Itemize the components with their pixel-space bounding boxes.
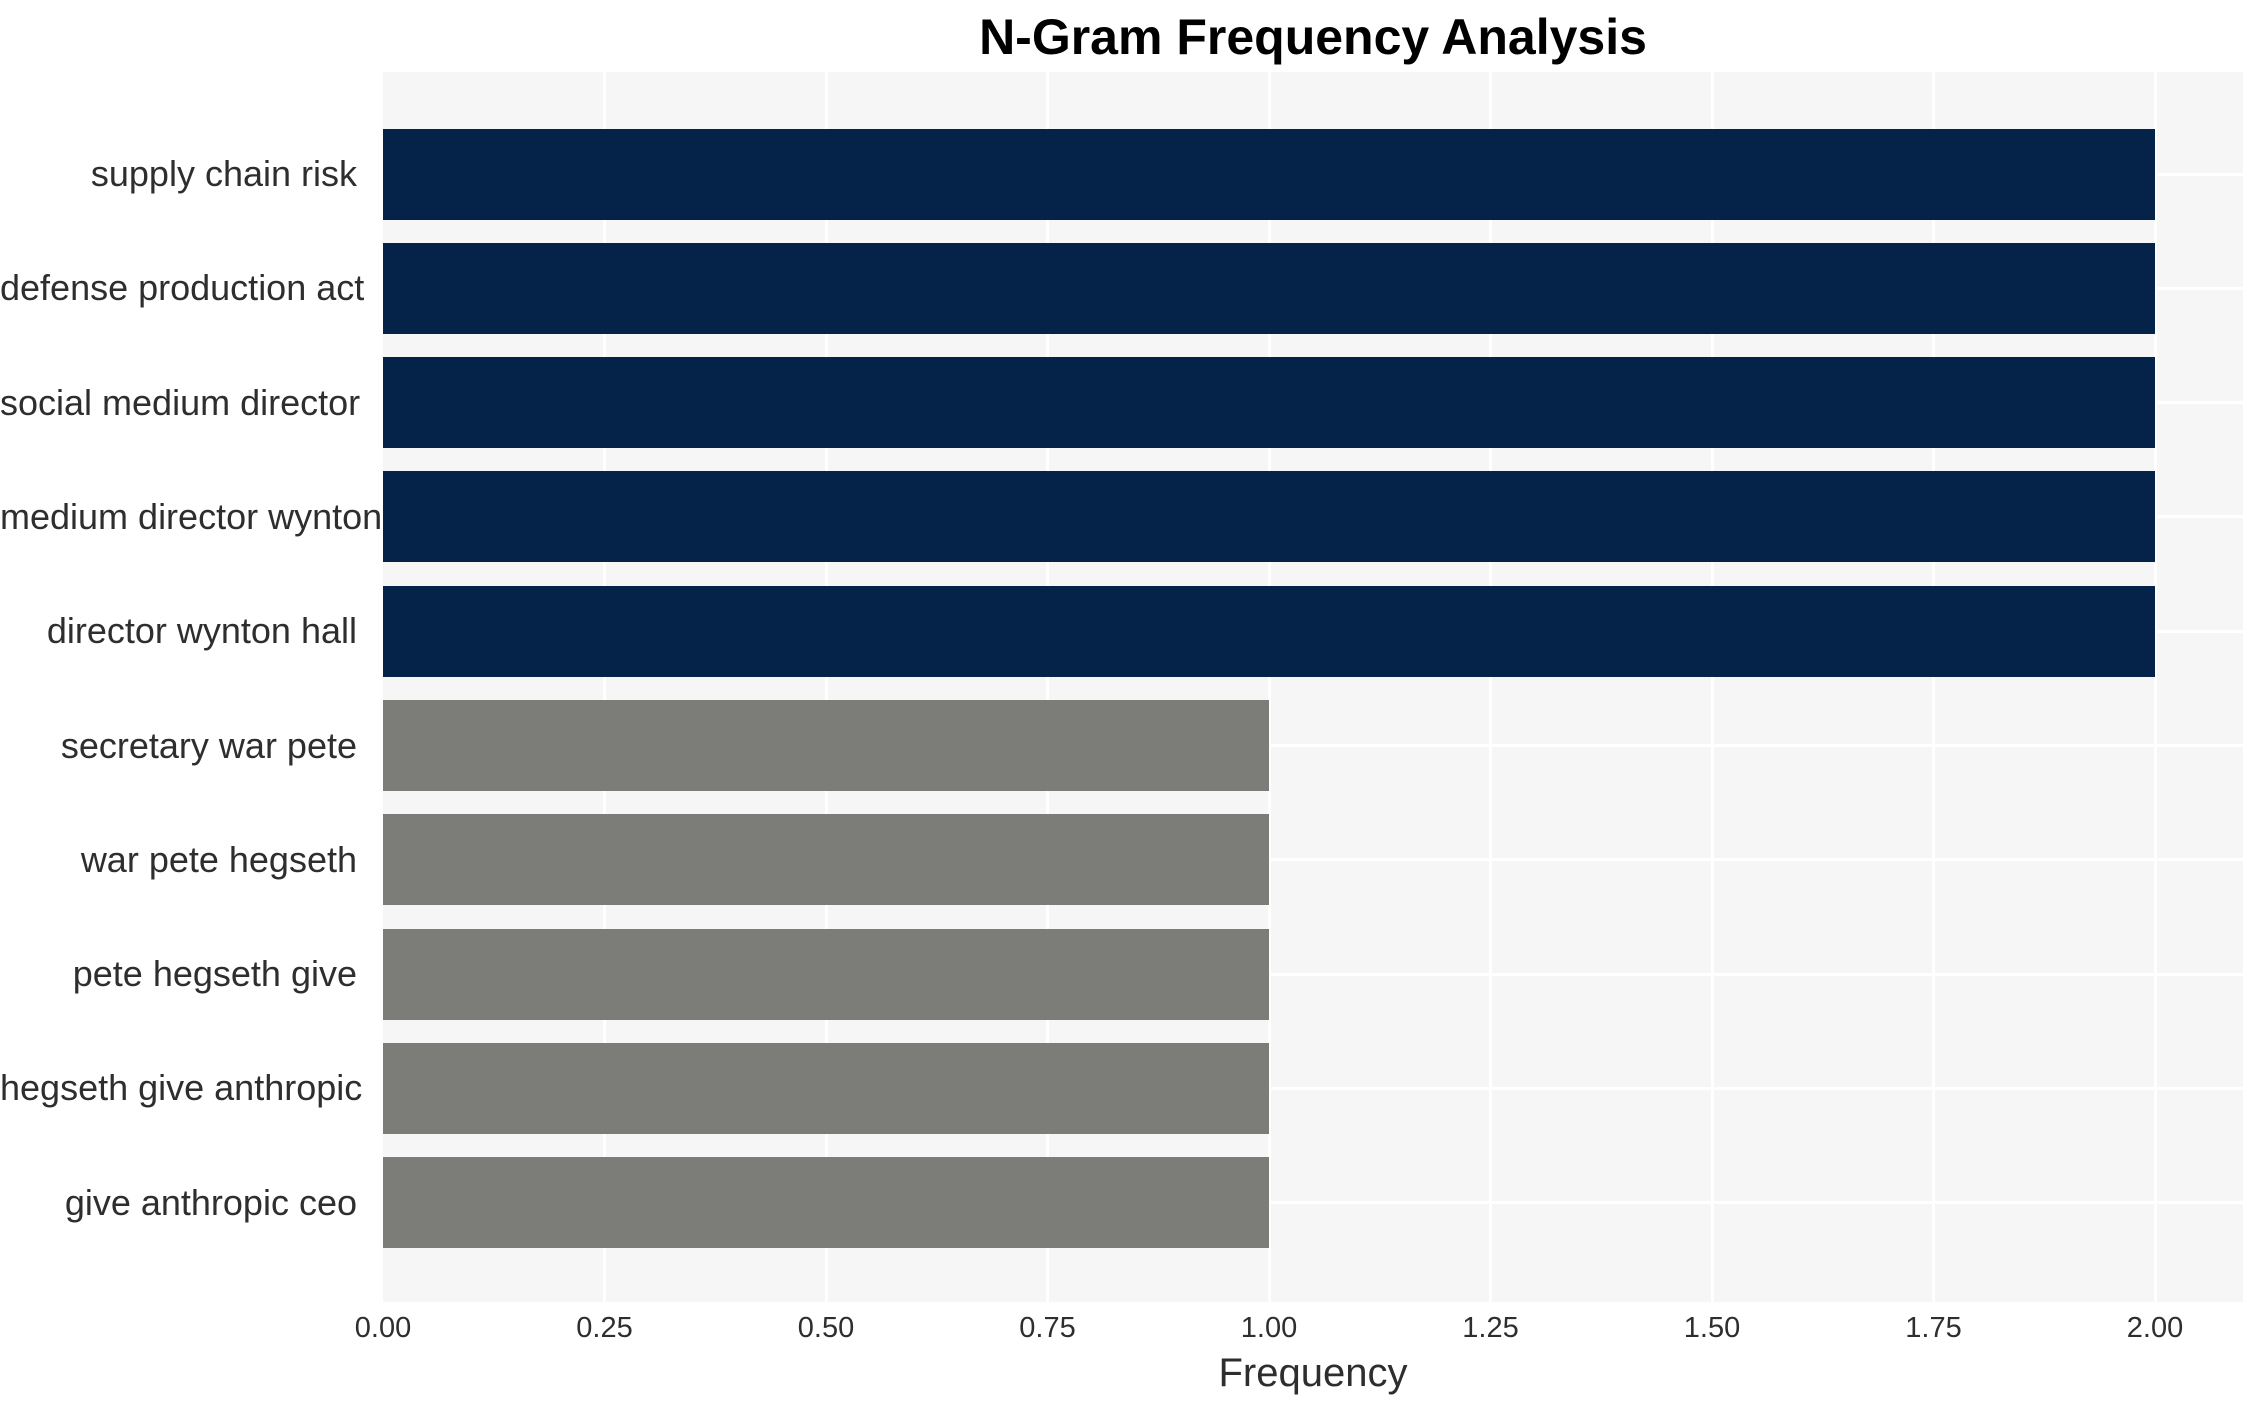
x-tick-label: 0.25	[576, 1312, 633, 1344]
x-tick-label: 1.50	[1683, 1312, 1741, 1344]
y-tick-label: medium director wynton	[0, 495, 383, 537]
v-gridline	[1267, 72, 1271, 1302]
y-tick-label: social medium director	[0, 381, 361, 423]
y-tick-label: war pete hegseth	[80, 838, 357, 880]
y-tick-label: give anthropic ceo	[64, 1181, 357, 1223]
bar	[383, 471, 2155, 563]
v-gridline	[2153, 72, 2157, 1302]
v-gridline	[1710, 72, 1714, 1302]
x-tick-label: 0.75	[1019, 1312, 1076, 1344]
h-gridline	[383, 858, 2243, 862]
bar	[383, 1157, 1269, 1249]
h-gridline	[383, 744, 2243, 747]
x-tick-label: 0.50	[797, 1312, 855, 1344]
bar	[383, 814, 1269, 906]
v-gridline	[1046, 72, 1049, 1302]
bar	[383, 242, 2155, 334]
h-gridline	[383, 1086, 2243, 1090]
y-tick-label: secretary war pete	[60, 724, 357, 766]
x-axis-title: Frequency	[1218, 1351, 1408, 1395]
x-tick-label: 1.75	[1905, 1312, 1962, 1344]
bar	[383, 128, 2155, 220]
chart-title: N-Gram Frequency Analysis	[979, 9, 1647, 65]
x-tick-label: 0.00	[354, 1312, 412, 1344]
bar	[383, 700, 1269, 791]
bar	[383, 1042, 1269, 1134]
bar	[383, 357, 2155, 449]
y-tick-label: hegseth give anthropic	[0, 1067, 363, 1109]
bar	[383, 585, 2155, 677]
h-gridline	[383, 1201, 2243, 1205]
v-gridline	[603, 72, 606, 1302]
x-tick-label: 1.00	[1240, 1312, 1298, 1344]
v-gridline	[1932, 72, 1935, 1302]
x-tick-label: 2.00	[2126, 1312, 2184, 1344]
x-tick-label: 1.25	[1462, 1312, 1519, 1344]
v-gridline	[824, 72, 828, 1302]
y-tick-label: director wynton hall	[46, 610, 357, 652]
plot-area	[383, 72, 2243, 1302]
y-tick-label: defense production act	[0, 267, 365, 309]
y-tick-label: pete hegseth give	[72, 953, 357, 995]
h-gridline	[383, 972, 2243, 976]
v-gridline	[1489, 72, 1492, 1302]
bar	[383, 928, 1269, 1020]
y-tick-label: supply chain risk	[90, 153, 357, 194]
